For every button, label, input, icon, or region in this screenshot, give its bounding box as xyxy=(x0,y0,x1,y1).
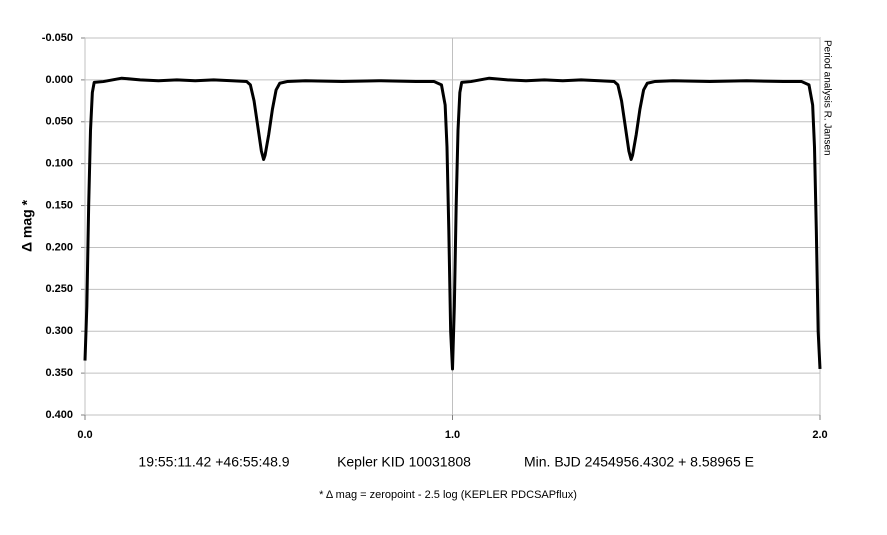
y-tick-label: 0.400 xyxy=(45,409,73,421)
x-tick-label: 0.0 xyxy=(77,429,92,441)
y-tick-label: 0.100 xyxy=(45,158,73,170)
y-tick-label: 0.000 xyxy=(45,74,73,86)
y-axis-label: Δ mag * xyxy=(19,199,35,252)
y-tick-label: -0.050 xyxy=(42,32,73,44)
annotation: 19:55:11.42 +46:55:48.9 xyxy=(138,454,289,470)
y-tick-label: 0.300 xyxy=(45,325,73,337)
y-tick-label: 0.200 xyxy=(45,241,73,253)
x-tick-label: 2.0 xyxy=(812,429,827,441)
annotation: Min. BJD 2454956.4302 + 8.58965 E xyxy=(524,454,754,470)
y-tick-label: 0.050 xyxy=(45,116,73,128)
footnote: * Δ mag = zeropoint - 2.5 log (KEPLER PD… xyxy=(319,489,577,501)
credit: Period analysis R. Jansen xyxy=(821,40,832,156)
light-curve xyxy=(83,76,822,371)
x-tick-label: 1.0 xyxy=(445,429,460,441)
annotation: Kepler KID 10031808 xyxy=(337,454,471,470)
y-tick-label: 0.350 xyxy=(45,367,73,379)
y-tick-label: 0.250 xyxy=(45,283,73,295)
y-tick-label: 0.150 xyxy=(45,199,73,211)
